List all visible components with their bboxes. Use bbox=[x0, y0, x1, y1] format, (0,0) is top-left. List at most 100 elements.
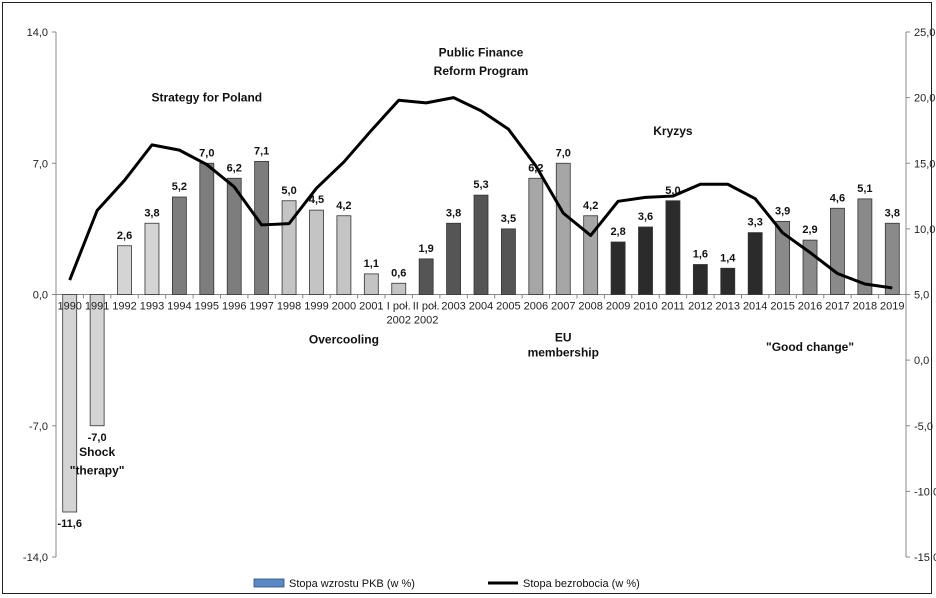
y-left-tick-label: 0,0 bbox=[33, 290, 48, 302]
gdp-bar bbox=[884, 222, 900, 295]
gdp-bar-label: 3,9 bbox=[775, 205, 790, 217]
x-tick-label: 1993 bbox=[140, 301, 164, 313]
gdp-bar bbox=[89, 294, 105, 427]
x-tick-label: 2011 bbox=[661, 301, 685, 313]
y-right-tick-label: 20,0 bbox=[914, 93, 935, 105]
x-tick-label: 2008 bbox=[578, 301, 602, 313]
y-left-tick-label: -7,0 bbox=[29, 421, 48, 433]
y-right-tick-label: 0,0 bbox=[914, 355, 929, 367]
x-tick-label: 1991 bbox=[85, 301, 109, 313]
gdp-bar bbox=[391, 282, 407, 295]
y-left-tick-label: -14,0 bbox=[23, 552, 48, 564]
gdp-bar-label: 5,0 bbox=[281, 185, 296, 197]
x-tick-label: 1998 bbox=[277, 301, 301, 313]
y-right-tick-label: -15,0 bbox=[914, 552, 936, 564]
x-tick-label: 2005 bbox=[496, 301, 520, 313]
gdp-bar-label: 5,1 bbox=[857, 183, 872, 195]
gdp-bar bbox=[199, 162, 215, 295]
gdp-bar bbox=[171, 196, 187, 295]
x-tick-label: 2015 bbox=[770, 301, 794, 313]
gdp-bar bbox=[473, 194, 489, 295]
gdp-bar bbox=[555, 162, 571, 295]
x-tick-label: 2012 bbox=[688, 301, 712, 313]
x-tick-label: 2016 bbox=[798, 301, 822, 313]
gdp-bar bbox=[747, 232, 763, 295]
gdp-bar bbox=[610, 241, 626, 295]
gdp-bar bbox=[775, 220, 791, 295]
x-tick-label: 1999 bbox=[304, 301, 328, 313]
x-tick-label: 2019 bbox=[880, 301, 904, 313]
annotation-label: EU bbox=[555, 330, 572, 344]
x-tick-label: 2010 bbox=[633, 301, 657, 313]
gdp-bar bbox=[638, 226, 653, 295]
y-right-tick-label: 5,0 bbox=[914, 290, 929, 302]
gdp-bar-label: -7,0 bbox=[88, 432, 107, 444]
gdp-bar-label: 4,5 bbox=[309, 194, 324, 206]
gdp-bar bbox=[144, 222, 160, 295]
gdp-bar-label: 3,8 bbox=[144, 207, 159, 219]
gdp-bar bbox=[528, 177, 544, 295]
gdp-bar bbox=[62, 294, 78, 513]
gdp-bar bbox=[418, 258, 434, 295]
legend-label-gdp: Stopa wzrostu PKB (w %) bbox=[289, 578, 415, 590]
x-tick-label-line: I poł. bbox=[387, 301, 411, 313]
gdp-bar bbox=[446, 222, 461, 295]
gdp-bar bbox=[281, 200, 297, 295]
gdp-bar bbox=[226, 177, 242, 295]
x-tick-label: 1996 bbox=[222, 301, 246, 313]
annotation-label: Shock bbox=[79, 445, 115, 459]
y-right-tick-label: -5,0 bbox=[914, 421, 933, 433]
gdp-bar bbox=[336, 215, 352, 295]
gdp-bar-label: 7,0 bbox=[199, 147, 214, 159]
gdp-bar bbox=[309, 209, 324, 295]
gdp-bar bbox=[583, 215, 599, 295]
gdp-bar-label: 1,1 bbox=[364, 258, 379, 270]
x-tick-label: 2007 bbox=[551, 301, 575, 313]
gdp-bar bbox=[830, 207, 845, 295]
unemployment-line bbox=[68, 96, 893, 290]
x-tick-label: I poł. 2002 bbox=[386, 301, 410, 327]
x-tick-label: 2006 bbox=[524, 301, 548, 313]
x-tick-label-line: II poł. bbox=[413, 301, 440, 313]
gdp-bar-label: 7,1 bbox=[254, 145, 269, 157]
x-tick-label: 1994 bbox=[167, 301, 191, 313]
y-right-tick-label: 25,0 bbox=[914, 27, 935, 39]
gdp-bar-label: 4,2 bbox=[583, 200, 598, 212]
gdp-bar bbox=[254, 160, 270, 295]
gdp-bar-label: 5,3 bbox=[473, 179, 488, 191]
gdp-bar-label: 2,8 bbox=[610, 226, 625, 238]
x-tick-label: 2004 bbox=[469, 301, 493, 313]
y-right-tick-label: 10,0 bbox=[914, 224, 935, 236]
annotation-label: Overcooling bbox=[309, 332, 379, 346]
y-left-tick-label: 14,0 bbox=[27, 27, 48, 39]
gdp-bar-label: 3,8 bbox=[885, 207, 900, 219]
x-tick-label-line: 2002 bbox=[386, 315, 410, 327]
gdp-bar bbox=[363, 273, 379, 295]
annotation-label: Strategy for Poland bbox=[151, 90, 262, 104]
gdp-bar-label: 0,6 bbox=[391, 267, 406, 279]
x-tick-label: 2013 bbox=[716, 301, 740, 313]
legend-label-unemployment: Stopa bezrobocia (w %) bbox=[523, 578, 640, 590]
y-right-tick-label: -10,0 bbox=[914, 486, 936, 498]
x-tick-label: 1990 bbox=[57, 301, 81, 313]
annotation-label: Kryzys bbox=[653, 124, 693, 138]
gdp-bar-label: 1,6 bbox=[693, 249, 708, 261]
x-tick-label: 2017 bbox=[825, 301, 849, 313]
annotation-label: "therapy" bbox=[70, 464, 125, 478]
x-tick-label: 1997 bbox=[249, 301, 273, 313]
gdp-bar-label: 3,6 bbox=[638, 211, 653, 223]
annotation-label: Reform Program bbox=[434, 64, 529, 78]
gdp-bar bbox=[720, 267, 736, 295]
gdp-bar-label: 7,0 bbox=[556, 147, 571, 159]
annotation-label: "Good change" bbox=[766, 340, 854, 354]
gdp-bar-label: 1,4 bbox=[720, 252, 736, 264]
gdp-bar-label: 2,6 bbox=[117, 230, 132, 242]
gdp-bar bbox=[501, 228, 516, 295]
gdp-bar-label: -11,6 bbox=[57, 518, 81, 530]
x-tick-label: 2003 bbox=[441, 301, 465, 313]
y-right-tick-label: 15,0 bbox=[914, 158, 935, 170]
x-tick-label: 2014 bbox=[743, 301, 767, 313]
